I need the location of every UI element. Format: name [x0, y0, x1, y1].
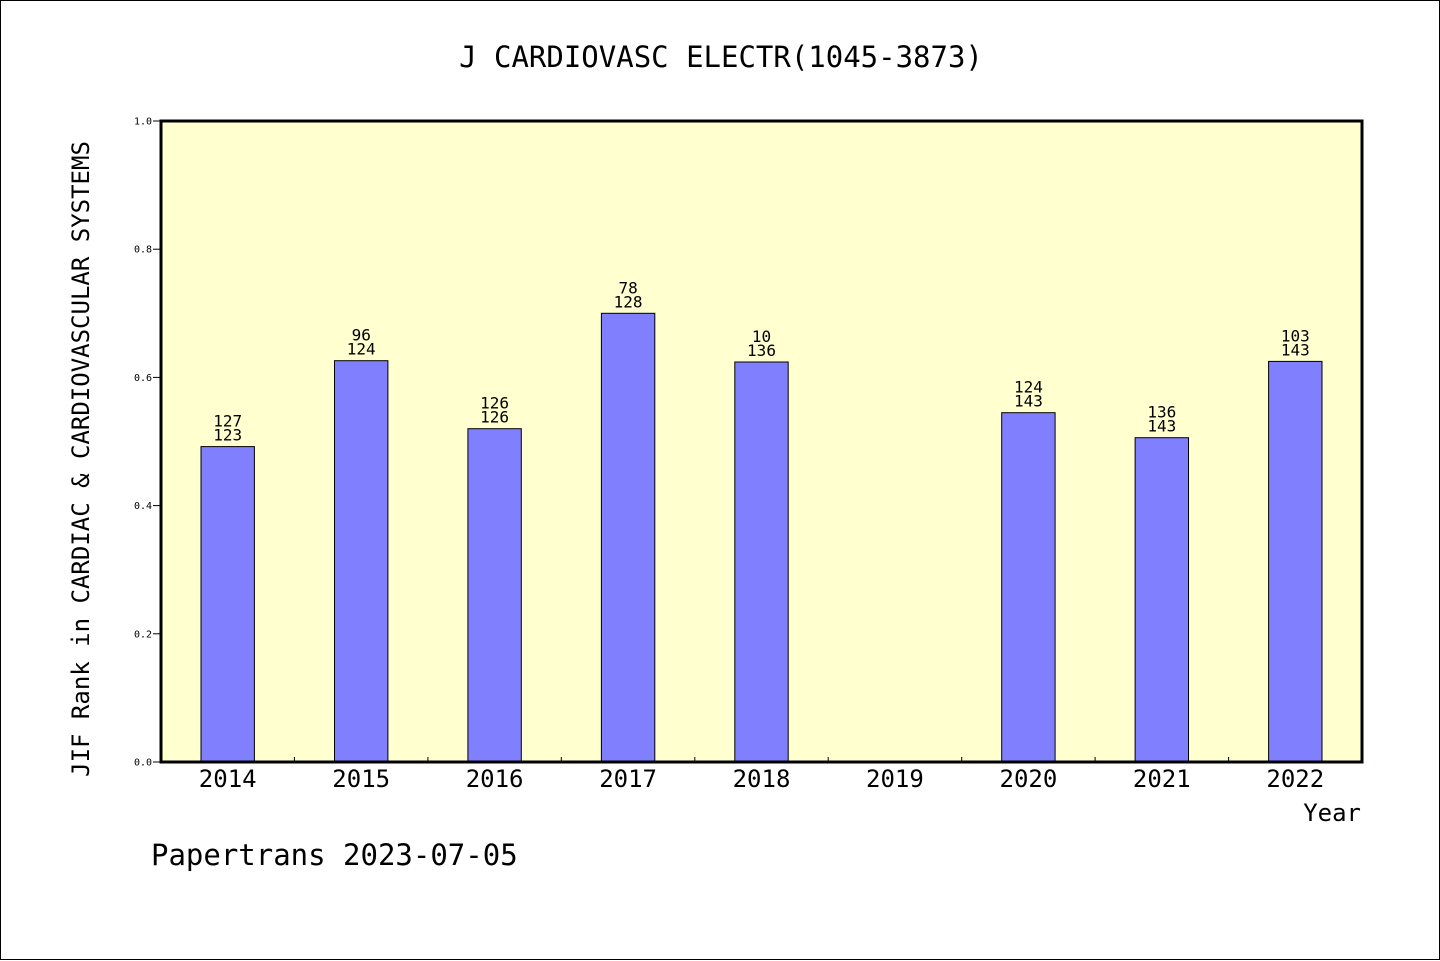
bar-rank-label-2017: 78 [618, 278, 637, 297]
x-axis: 2014 2015 2016 2017 2018 2019 2020 2021 2022 [199, 757, 1324, 793]
x-tick-label-2019: 2019 [866, 765, 924, 793]
chart-title: J CARDIOVASC ELECTR(1045-3873) [459, 40, 983, 74]
bar-total-label-2017: 128 [614, 292, 643, 311]
bar-total-label-2018: 136 [747, 341, 776, 360]
x-tick-label-2020: 2020 [1000, 765, 1058, 793]
bar-total-label-2015: 124 [347, 340, 376, 359]
bar-2017 [600, 312, 656, 763]
bar-2020 [1001, 412, 1056, 763]
bar-rank-label-2018: 10 [752, 327, 771, 346]
y-tick-label: 0.2 [134, 629, 152, 640]
bar-rank-label-2015: 96 [352, 326, 371, 345]
bar-total-label-2021: 143 [1147, 417, 1176, 436]
y-tick-label: 0.0 [134, 758, 152, 769]
bar-2018 [734, 361, 789, 763]
x-tick-label-2014: 2014 [199, 765, 257, 793]
bar-total-label-2020: 143 [1014, 392, 1043, 411]
bar-2022 [1268, 360, 1323, 763]
y-tick-label: 0.8 [134, 245, 152, 256]
bar-rank-label-2021: 136 [1147, 403, 1176, 422]
x-tick-label-2022: 2022 [1266, 765, 1324, 793]
bar-total-label-2014: 123 [213, 426, 242, 445]
bar-rank-label-2016: 126 [480, 394, 509, 413]
y-tick-label: 0.4 [134, 501, 152, 512]
bar-rank-label-2020: 124 [1014, 378, 1043, 397]
y-tick-label: 1.0 [134, 117, 152, 128]
plot-border [159, 119, 1364, 764]
bar-rank-label-2014: 127 [213, 412, 242, 431]
bar-2015 [334, 360, 389, 763]
x-tick-label-2018: 2018 [733, 765, 791, 793]
x-tick-label-2017: 2017 [599, 765, 657, 793]
bar-total-label-2016: 126 [480, 408, 509, 427]
bars-group [200, 312, 1323, 763]
bar-total-label-2022: 143 [1281, 340, 1310, 359]
bar-rank-label-2022: 103 [1281, 326, 1310, 345]
x-tick-label-2021: 2021 [1133, 765, 1191, 793]
y-axis: 0.0 0.2 0.4 0.6 0.8 1.0 [134, 117, 161, 769]
x-tick-label-2016: 2016 [466, 765, 524, 793]
footer-text: Papertrans 2023-07-05 [151, 838, 518, 872]
bar-2014 [200, 446, 255, 763]
y-axis-label: JIF Rank in CARDIAC & CARDIOVASCULAR SYS… [67, 141, 95, 777]
bar-labels-group: 1271239612412612678128101361241431361431… [213, 278, 1310, 444]
bar-2016 [467, 428, 522, 763]
y-tick-label: 0.6 [134, 373, 152, 384]
bar-2021 [1134, 437, 1189, 763]
x-axis-label: Year [1303, 799, 1361, 827]
x-tick-label-2015: 2015 [332, 765, 390, 793]
